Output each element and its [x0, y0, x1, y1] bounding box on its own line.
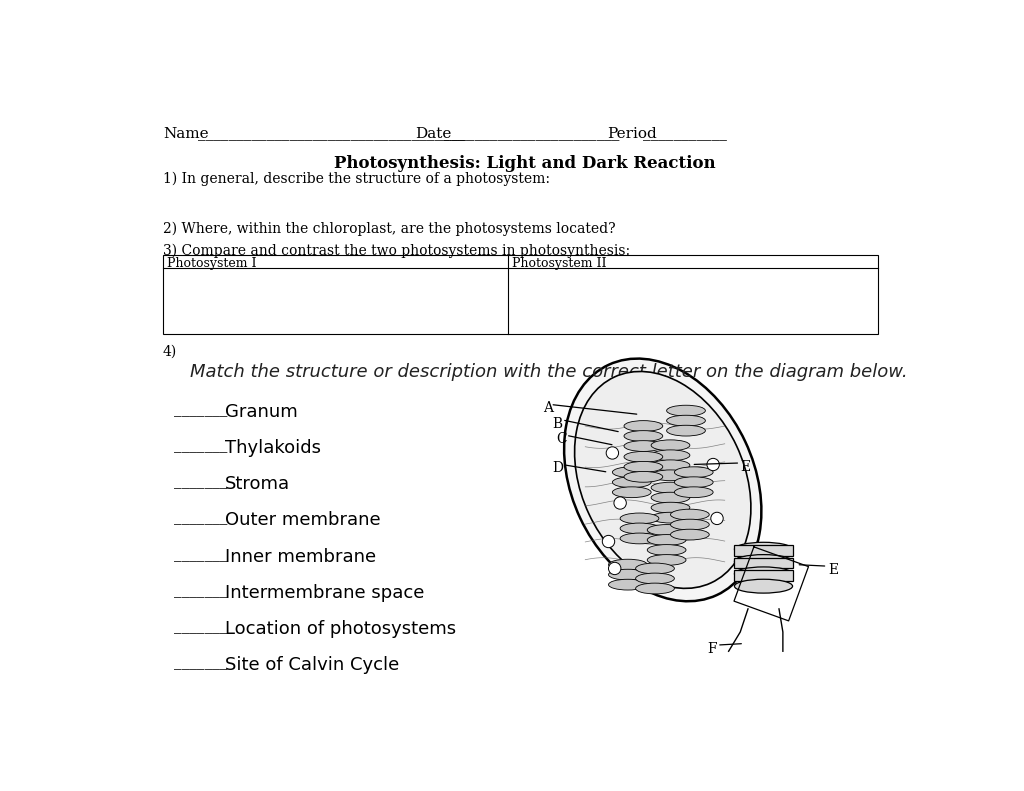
Ellipse shape: [734, 543, 793, 556]
Text: _______________________: _______________________: [444, 127, 620, 142]
Ellipse shape: [651, 513, 690, 523]
Ellipse shape: [564, 358, 762, 601]
Ellipse shape: [671, 519, 710, 530]
Ellipse shape: [651, 440, 690, 451]
Ellipse shape: [651, 450, 690, 460]
Bar: [734, 545, 793, 556]
Ellipse shape: [651, 483, 690, 493]
Text: _______: _______: [174, 512, 228, 525]
Text: Intermembrane space: Intermembrane space: [225, 584, 424, 602]
Ellipse shape: [651, 502, 690, 513]
Ellipse shape: [624, 421, 663, 431]
Ellipse shape: [608, 570, 647, 580]
Ellipse shape: [608, 559, 647, 570]
Ellipse shape: [624, 430, 663, 441]
Ellipse shape: [636, 573, 675, 584]
Circle shape: [707, 458, 719, 471]
Ellipse shape: [612, 477, 651, 487]
Ellipse shape: [651, 470, 690, 481]
Ellipse shape: [574, 372, 751, 589]
Text: ___________: ___________: [643, 127, 726, 142]
Ellipse shape: [612, 467, 651, 478]
Circle shape: [602, 536, 614, 547]
Text: Photosystem I: Photosystem I: [167, 257, 256, 271]
Ellipse shape: [651, 492, 690, 503]
Ellipse shape: [671, 509, 710, 520]
Ellipse shape: [624, 461, 663, 472]
Ellipse shape: [612, 486, 651, 498]
Text: Date: Date: [415, 127, 452, 142]
Text: Location of photosystems: Location of photosystems: [225, 620, 456, 638]
Text: _______: _______: [174, 657, 228, 670]
Text: C: C: [557, 432, 567, 446]
Text: _______: _______: [174, 439, 228, 453]
Text: B: B: [553, 417, 563, 431]
Ellipse shape: [647, 524, 686, 536]
Ellipse shape: [621, 523, 658, 534]
Text: E: E: [828, 563, 839, 577]
Text: 4): 4): [163, 345, 177, 359]
Ellipse shape: [667, 405, 706, 416]
Ellipse shape: [624, 441, 663, 452]
Text: F: F: [708, 642, 718, 656]
Text: Name: Name: [163, 127, 209, 142]
Ellipse shape: [651, 460, 690, 471]
Ellipse shape: [675, 477, 713, 487]
Ellipse shape: [675, 467, 713, 478]
Ellipse shape: [647, 544, 686, 555]
Circle shape: [614, 497, 627, 509]
Bar: [163, 255, 879, 334]
Ellipse shape: [734, 579, 793, 593]
Text: Granum: Granum: [225, 403, 298, 421]
Ellipse shape: [675, 486, 713, 498]
Ellipse shape: [667, 415, 706, 426]
Text: Period: Period: [607, 127, 656, 142]
Text: A: A: [543, 401, 553, 415]
Text: 2) Where, within the chloroplast, are the photosystems located?: 2) Where, within the chloroplast, are th…: [163, 222, 615, 237]
Text: 1) In general, describe the structure of a photosystem:: 1) In general, describe the structure of…: [163, 172, 550, 187]
Text: Stroma: Stroma: [225, 475, 290, 494]
Ellipse shape: [671, 529, 710, 540]
Ellipse shape: [734, 554, 793, 569]
Ellipse shape: [636, 583, 675, 594]
Text: Inner membrane: Inner membrane: [225, 547, 376, 566]
Ellipse shape: [636, 563, 675, 573]
Ellipse shape: [624, 471, 663, 483]
Ellipse shape: [647, 554, 686, 566]
Circle shape: [608, 562, 621, 574]
Text: ___________________________________: ___________________________________: [198, 127, 465, 142]
Text: Site of Calvin Cycle: Site of Calvin Cycle: [225, 657, 399, 674]
Text: _______: _______: [174, 547, 228, 562]
Circle shape: [711, 513, 723, 524]
Ellipse shape: [608, 579, 647, 590]
Ellipse shape: [734, 567, 793, 581]
Bar: [734, 570, 793, 581]
Ellipse shape: [647, 535, 686, 545]
Ellipse shape: [621, 533, 658, 544]
Text: Match the structure or description with the correct letter on the diagram below.: Match the structure or description with …: [190, 363, 907, 381]
Text: _______: _______: [174, 620, 228, 634]
Text: _______: _______: [174, 403, 228, 417]
Bar: [734, 558, 793, 569]
Ellipse shape: [624, 452, 663, 462]
Text: Photosystem II: Photosystem II: [512, 257, 606, 271]
Text: D: D: [553, 461, 563, 475]
Text: 3) Compare and contrast the two photosystems in photosynthesis:: 3) Compare and contrast the two photosys…: [163, 244, 630, 258]
Text: Photosynthesis: Light and Dark Reaction: Photosynthesis: Light and Dark Reaction: [334, 155, 716, 172]
Ellipse shape: [667, 426, 706, 436]
Text: E: E: [740, 460, 751, 474]
Text: Thylakoids: Thylakoids: [225, 439, 321, 457]
Ellipse shape: [621, 513, 658, 524]
Text: _______: _______: [174, 475, 228, 490]
Circle shape: [606, 447, 618, 459]
Text: _______: _______: [174, 584, 228, 598]
Text: Outer membrane: Outer membrane: [225, 512, 381, 529]
